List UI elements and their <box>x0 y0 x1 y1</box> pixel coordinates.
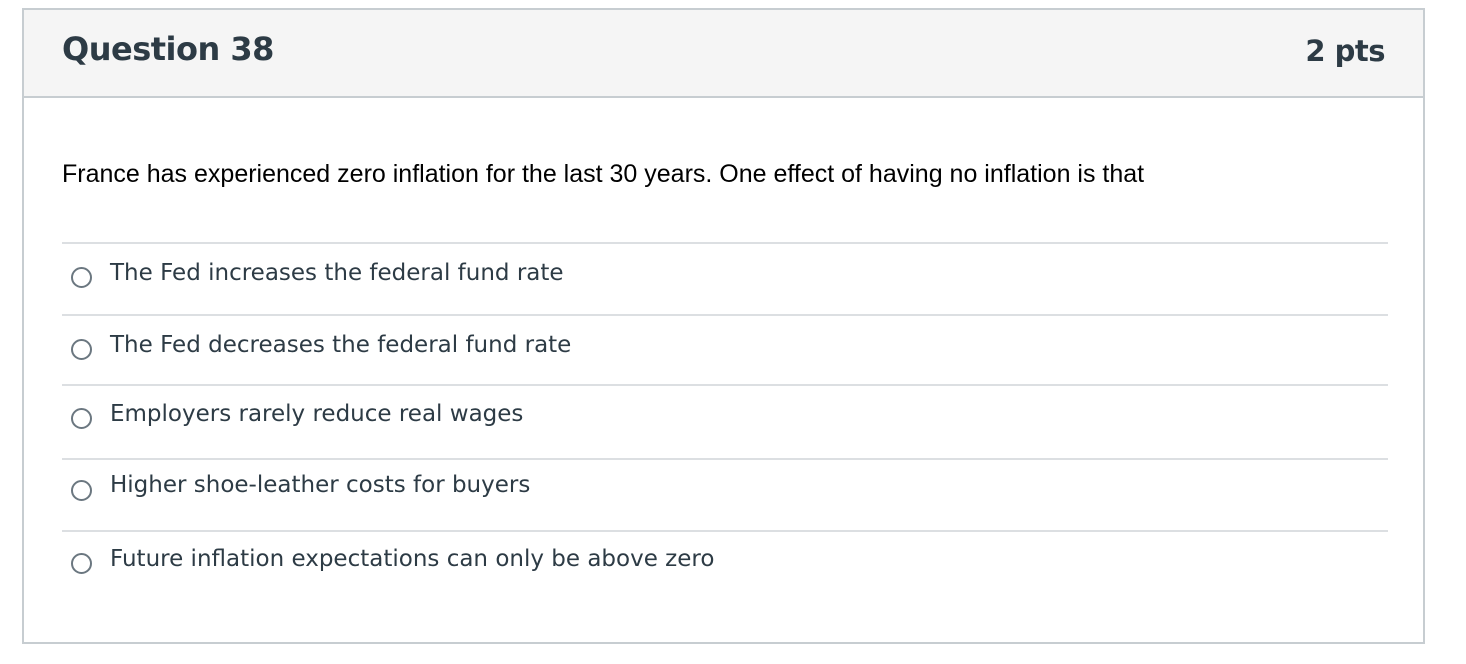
radio-button[interactable] <box>71 408 92 429</box>
radio-button[interactable] <box>71 480 92 501</box>
question-header: Question 38 2 pts <box>24 10 1423 98</box>
answer-label[interactable]: Higher shoe-leather costs for buyers <box>110 472 531 498</box>
answer-option[interactable]: Future inflation expectations can only b… <box>62 530 1388 602</box>
answer-option[interactable]: The Fed decreases the federal fund rate <box>62 314 1388 384</box>
answer-option[interactable]: The Fed increases the federal fund rate <box>62 242 1388 314</box>
answer-list: The Fed increases the federal fund rate … <box>62 242 1388 602</box>
radio-button[interactable] <box>71 339 92 360</box>
question-title: Question 38 <box>62 30 274 68</box>
radio-button[interactable] <box>71 553 92 574</box>
answer-option[interactable]: Higher shoe-leather costs for buyers <box>62 458 1388 530</box>
answer-label[interactable]: Employers rarely reduce real wages <box>110 401 524 427</box>
answer-label[interactable]: The Fed decreases the federal fund rate <box>110 332 572 358</box>
radio-button[interactable] <box>71 267 92 288</box>
answer-label[interactable]: Future inflation expectations can only b… <box>110 546 715 572</box>
question-card: Question 38 2 pts France has experienced… <box>22 8 1425 644</box>
answer-label[interactable]: The Fed increases the federal fund rate <box>110 260 564 286</box>
answer-option[interactable]: Employers rarely reduce real wages <box>62 384 1388 458</box>
question-text: France has experienced zero inflation fo… <box>62 160 1145 188</box>
question-points: 2 pts <box>1305 34 1385 68</box>
